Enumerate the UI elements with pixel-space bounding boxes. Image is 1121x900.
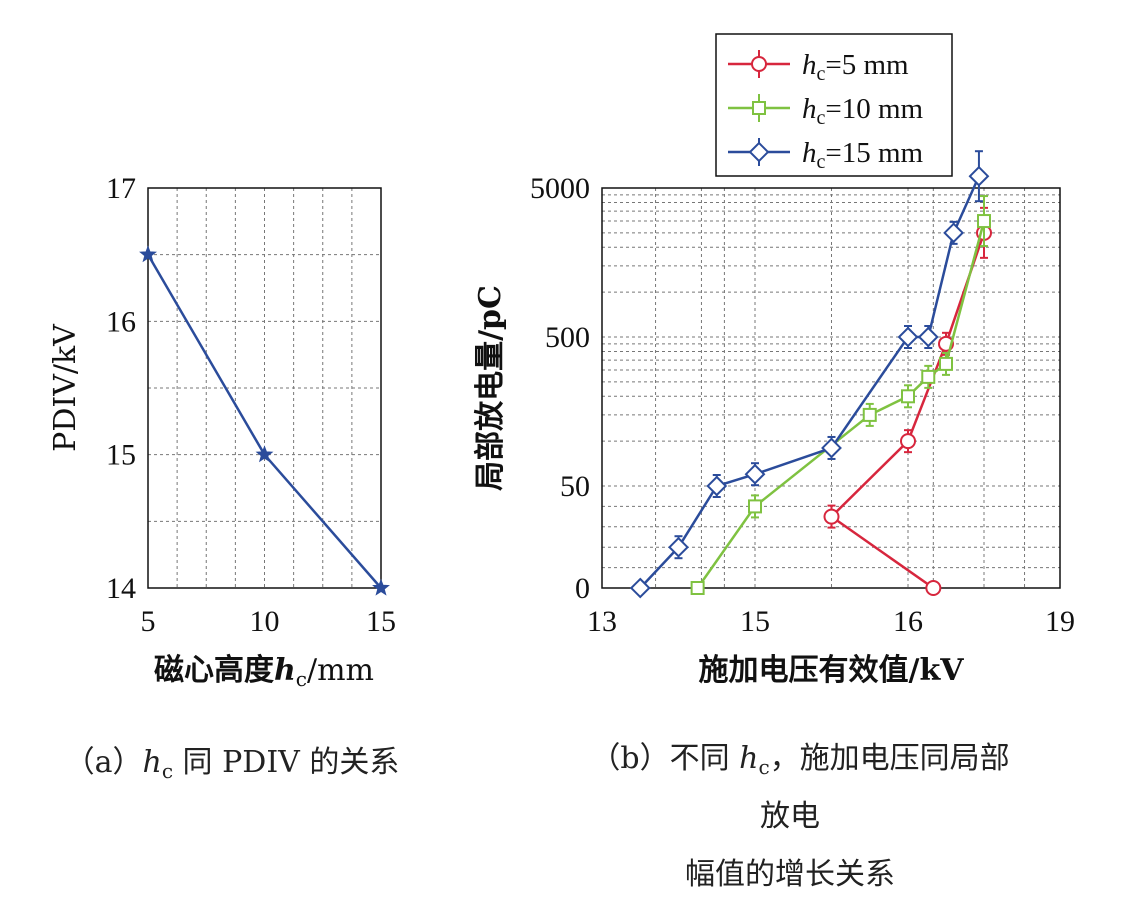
chart-b-data-point (823, 508, 840, 525)
chart-a-data-point (255, 445, 274, 463)
chart-a-caption-prefix: （a） (65, 745, 143, 780)
chart-b-legend-label-sub: c (817, 151, 826, 173)
chart-b-legend-label-sub: c (817, 63, 826, 85)
chart-b-data-point (748, 499, 762, 514)
chart-b-caption-line1: （b）不同 hc，施加电压同局部 (590, 741, 1009, 779)
chart-b-x-tick-label: 13 (587, 605, 617, 638)
chart-b-caption-prefix: （b）不同 (590, 741, 739, 776)
chart-a-y-tick-label: 16 (106, 305, 136, 338)
chart-b-caption-rest: ，施加电压同局部 (770, 741, 1010, 776)
chart-b-data-point (901, 389, 915, 404)
chart-b-data-point (917, 326, 939, 348)
chart-b-data-point (925, 580, 942, 596)
chart-b-data-point (862, 407, 877, 422)
chart-b-y-tick-labels: 0 50 500 5000 (530, 172, 590, 605)
chart-b-y-tick-label: 0 (575, 572, 590, 605)
chart-a-y-tick-labels: 14 15 16 17 (106, 172, 136, 605)
chart-b-legend-item: hc=10 mm (728, 93, 924, 129)
chart-a-y-tick-label: 17 (106, 172, 136, 205)
chart-b-caption-sub: c (758, 755, 769, 779)
chart-b-data-point (977, 214, 991, 229)
chart-b-caption-line2: 放电 (760, 799, 820, 834)
chart-b-data-point (821, 437, 842, 459)
chart-b-legend-label: hc=15 mm (802, 137, 924, 173)
chart-b-x-tick-label: 16 (893, 605, 923, 638)
chart-b-data-point (690, 581, 705, 595)
chart-a-caption-rest: 同 PDIV 的关系 (173, 745, 399, 780)
chart-b-legend-marker (751, 56, 767, 72)
chart-a-x-axis-label: 磁心高度hc/mm (154, 653, 374, 691)
chart-a-caption: （a）hc 同 PDIV 的关系 (65, 745, 400, 783)
chart-a-data-point (139, 245, 157, 263)
chart-a-x-axis-label-sub: c (296, 667, 307, 691)
chart-b-data-point (943, 222, 965, 244)
chart-b-y-tick-label: 5000 (530, 172, 590, 205)
chart-a-x-axis-label-var: h (274, 653, 296, 688)
chart-a-caption-sub: c (162, 759, 173, 783)
chart-b-plot-frame (601, 187, 1061, 589)
chart-b-data-point (629, 577, 651, 599)
chart-b-legend-item: hc=5 mm (728, 49, 909, 85)
chart-b-y-tick-label: 50 (560, 470, 590, 503)
chart-a-x-tick-label: 5 (141, 605, 156, 638)
chart-b-data-point (939, 356, 953, 371)
chart-a-plot-frame (147, 187, 382, 589)
chart-b-data-point (968, 165, 990, 187)
chart-b-legend-label: hc=5 mm (802, 49, 909, 85)
chart-a-gridlines (148, 188, 381, 588)
chart-b-legend-label-var: h (802, 137, 817, 169)
chart-b-x-tick-label: 15 (740, 605, 770, 638)
chart-a-data-point (372, 578, 390, 596)
chart-b-legend-marker (748, 141, 770, 163)
chart-a-x-tick-label: 15 (366, 605, 396, 638)
chart-a-x-tick-label: 10 (250, 605, 280, 638)
chart-a-y-tick-label: 15 (106, 439, 136, 472)
chart-b-caption-var: h (739, 741, 758, 776)
chart-b-legend-item: hc=15 mm (728, 137, 924, 173)
chart-b-legend-label-var: h (802, 93, 817, 125)
chart-b-caption-line3: 幅值的增长关系 (685, 857, 895, 892)
chart-a-y-axis-label: PDIV/kV (48, 323, 83, 452)
chart-b-y-axis-label: 局部放电量/pC (473, 285, 508, 491)
chart-a-x-tick-labels: 5 10 15 (141, 605, 397, 638)
chart-b-legend-label-text: =10 mm (825, 93, 923, 125)
chart-b-data-point (921, 369, 936, 384)
chart-b-x-axis-label: 施加电压有效值/kV (698, 653, 964, 688)
chart-b-legend-label-text: =5 mm (825, 49, 909, 81)
chart-a-x-axis-label-main: 磁心高度 (154, 653, 274, 688)
chart-b-data-point (668, 536, 689, 558)
chart-a-x-axis-label-unit: /mm (307, 653, 374, 688)
chart-b-data-point (900, 433, 916, 450)
chart-b-y-tick-label: 500 (545, 321, 590, 354)
chart-b-legend-label-text: =15 mm (825, 137, 923, 169)
chart-b-series (629, 150, 992, 599)
chart-b-data-point (897, 326, 919, 348)
chart-a-caption-var: h (142, 745, 161, 780)
chart-b-legend-label: hc=10 mm (802, 93, 924, 129)
chart-b-legend-marker (752, 101, 766, 115)
chart-a-y-tick-label: 14 (106, 572, 136, 605)
chart-a-series (139, 245, 390, 596)
chart-b-legend-label-var: h (802, 49, 817, 81)
chart-b-data-point (706, 475, 728, 497)
chart-b-series-line (696, 220, 986, 589)
chart-b-x-tick-labels: 13 15 16 19 (587, 605, 1075, 638)
chart-b-data-point (744, 463, 766, 485)
chart-b-x-tick-label: 19 (1045, 605, 1075, 638)
chart-b-legend-label-sub: c (817, 107, 826, 129)
